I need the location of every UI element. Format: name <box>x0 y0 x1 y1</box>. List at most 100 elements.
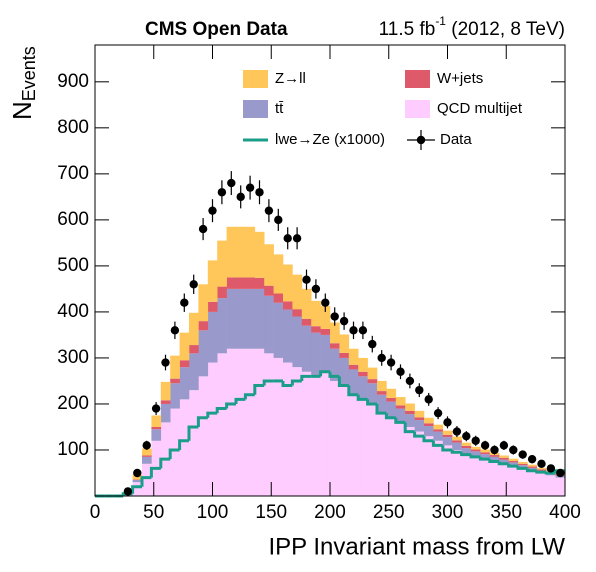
x-tick-label: 50 <box>143 502 164 523</box>
bar <box>217 353 227 496</box>
bar <box>292 309 303 317</box>
legend-label: Data <box>440 131 472 148</box>
bar <box>236 288 246 349</box>
signal-step <box>507 463 518 468</box>
bar <box>386 397 397 402</box>
bar <box>367 379 378 384</box>
bar <box>132 479 143 483</box>
bar <box>226 288 237 349</box>
bar <box>226 226 237 278</box>
y-tick-label: 600 <box>57 209 89 230</box>
data-point <box>415 385 424 395</box>
bar <box>348 394 359 496</box>
bar <box>217 298 227 354</box>
bar <box>377 391 387 395</box>
bar <box>358 357 368 372</box>
signal-step <box>356 394 368 401</box>
signal-step <box>262 379 274 386</box>
lumi-exponent: -1 <box>435 14 446 28</box>
bar <box>170 408 180 496</box>
bar <box>377 394 387 414</box>
bar <box>499 463 509 496</box>
bar <box>452 440 462 443</box>
bar <box>461 445 472 449</box>
y-tick-label: 100 <box>57 439 89 460</box>
data-point <box>424 395 433 404</box>
data-point <box>170 326 180 335</box>
x-tick-label: 0 <box>90 502 101 523</box>
data-point <box>386 358 396 367</box>
bar <box>151 429 162 441</box>
bar <box>330 343 340 349</box>
signal-step <box>281 380 293 388</box>
bar <box>142 456 152 464</box>
bar <box>320 371 331 496</box>
x-tick-label: 350 <box>490 502 522 523</box>
bar <box>442 445 453 496</box>
bar <box>499 455 509 458</box>
bar <box>142 448 152 456</box>
bar <box>217 286 227 299</box>
bar <box>264 353 274 496</box>
bar <box>499 457 509 460</box>
data-point <box>302 275 311 284</box>
bar <box>536 467 547 470</box>
bar <box>424 417 434 424</box>
bar <box>245 348 256 496</box>
signal-step <box>290 379 302 386</box>
bar <box>236 226 246 278</box>
bar <box>386 388 397 398</box>
data-point <box>349 326 358 335</box>
signal-step <box>366 399 377 406</box>
x-tick-label: 400 <box>549 502 581 523</box>
bar <box>273 293 284 303</box>
data-point <box>321 298 330 307</box>
signal-step <box>497 461 509 466</box>
bar <box>264 295 274 354</box>
bar <box>198 284 209 322</box>
bar <box>424 426 434 437</box>
bar <box>292 274 303 310</box>
bar <box>395 405 406 409</box>
bar <box>424 423 434 427</box>
data-point <box>509 445 518 455</box>
bar <box>358 399 368 496</box>
bar <box>311 300 321 327</box>
signal-step <box>234 397 246 404</box>
x-axis-label: IPP Invariant mass from LW <box>268 533 565 560</box>
bar <box>132 482 143 496</box>
bar <box>330 348 340 381</box>
y-tick-label: 200 <box>57 393 89 414</box>
bar <box>151 426 162 430</box>
bar <box>536 472 547 496</box>
bar <box>527 464 538 467</box>
bar <box>301 325 312 372</box>
bar <box>179 399 190 496</box>
bar <box>414 417 425 421</box>
bar <box>480 454 491 460</box>
bar <box>414 420 425 432</box>
bar <box>189 390 199 496</box>
data-point <box>405 376 415 386</box>
bar <box>311 326 321 333</box>
legend-label: tt̄ <box>275 100 284 117</box>
data-point <box>452 427 462 436</box>
bar <box>226 348 237 496</box>
bar <box>405 414 415 427</box>
bar <box>348 348 359 365</box>
bar <box>292 316 303 368</box>
bar <box>386 401 397 418</box>
bar <box>442 430 453 435</box>
bar <box>273 357 284 496</box>
signal-step <box>413 431 424 438</box>
data-point <box>499 441 509 450</box>
y-tick-label: 400 <box>57 301 89 322</box>
data-point <box>311 284 321 294</box>
data-point <box>556 468 565 478</box>
legend-label: W+jets <box>437 70 483 87</box>
legend: QCD multijet tt̄ W+jets Z→ll lwe→Ze (x1000) D… <box>243 70 523 150</box>
bar <box>508 458 519 462</box>
signal-step <box>525 468 537 473</box>
bar <box>160 400 171 404</box>
bar <box>433 424 444 430</box>
